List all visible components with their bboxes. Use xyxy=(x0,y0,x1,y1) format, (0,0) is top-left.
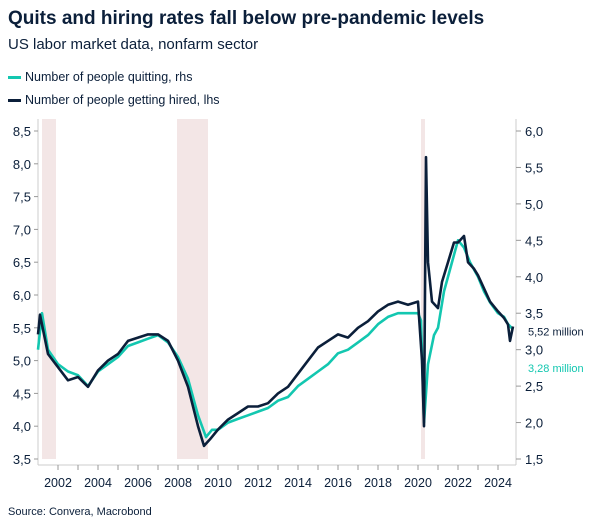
chart-title: Quits and hiring rates fall below pre-pa… xyxy=(8,8,485,29)
series-line-hires xyxy=(36,155,515,448)
left-tick-label: 5,5 xyxy=(13,321,31,336)
right-tick-label: 3,0 xyxy=(525,343,543,358)
source-note: Source: Convera, Macrobond xyxy=(8,506,152,518)
left-tick-label: 6,5 xyxy=(13,255,31,270)
right-tick-label: 4,5 xyxy=(525,233,543,248)
x-tick-label: 2016 xyxy=(324,476,352,490)
x-tick-label: 2010 xyxy=(204,476,232,490)
end-label-hires: 5,52 million xyxy=(528,326,584,338)
x-tick-label: 2006 xyxy=(124,476,152,490)
x-tick-label: 2014 xyxy=(284,476,312,490)
legend-swatch-quits xyxy=(8,75,21,79)
x-tick-label: 2004 xyxy=(84,476,112,490)
recession-band xyxy=(421,119,425,459)
right-tick-label: 2,0 xyxy=(525,416,543,431)
legend-label-quits: Number of people quitting, rhs xyxy=(25,70,193,84)
left-tick-label: 5,0 xyxy=(13,354,31,369)
legend-label-hires: Number of people getting hired, lhs xyxy=(25,93,220,107)
legend-swatch-hires xyxy=(8,98,21,102)
left-tick-label: 7,0 xyxy=(13,222,31,237)
right-tick-label: 6,0 xyxy=(525,124,543,139)
x-tick-label: 2024 xyxy=(484,476,512,490)
x-tick-label: 2002 xyxy=(44,476,72,490)
x-tick-label: 2012 xyxy=(244,476,272,490)
end-label-quits: 3,28 million xyxy=(528,363,584,375)
left-tick-label: 4,0 xyxy=(13,419,31,434)
chart-subtitle: US labor market data, nonfarm sector xyxy=(8,36,259,53)
series-line-quits xyxy=(36,239,514,439)
x-tick-label: 2018 xyxy=(364,476,392,490)
x-tick-label: 2008 xyxy=(164,476,192,490)
left-tick-label: 8,0 xyxy=(13,157,31,172)
right-tick-label: 4,0 xyxy=(525,270,543,285)
recession-band xyxy=(42,119,56,459)
x-tick-label: 2022 xyxy=(444,476,472,490)
legend-item-quits: Number of people quitting, rhs xyxy=(8,70,192,84)
right-tick-label: 5,5 xyxy=(525,160,543,175)
left-tick-label: 7,5 xyxy=(13,190,31,205)
right-tick-label: 3,5 xyxy=(525,306,543,321)
left-tick-label: 4,5 xyxy=(13,386,31,401)
left-tick-label: 8,5 xyxy=(13,124,31,139)
right-tick-label: 1,5 xyxy=(525,452,543,467)
x-tick-label: 2020 xyxy=(404,476,432,490)
left-tick-label: 6,0 xyxy=(13,288,31,303)
left-tick-label: 3,5 xyxy=(13,452,31,467)
right-tick-label: 5,0 xyxy=(525,197,543,212)
right-tick-label: 2,5 xyxy=(525,379,543,394)
legend-item-hires: Number of people getting hired, lhs xyxy=(8,93,220,107)
